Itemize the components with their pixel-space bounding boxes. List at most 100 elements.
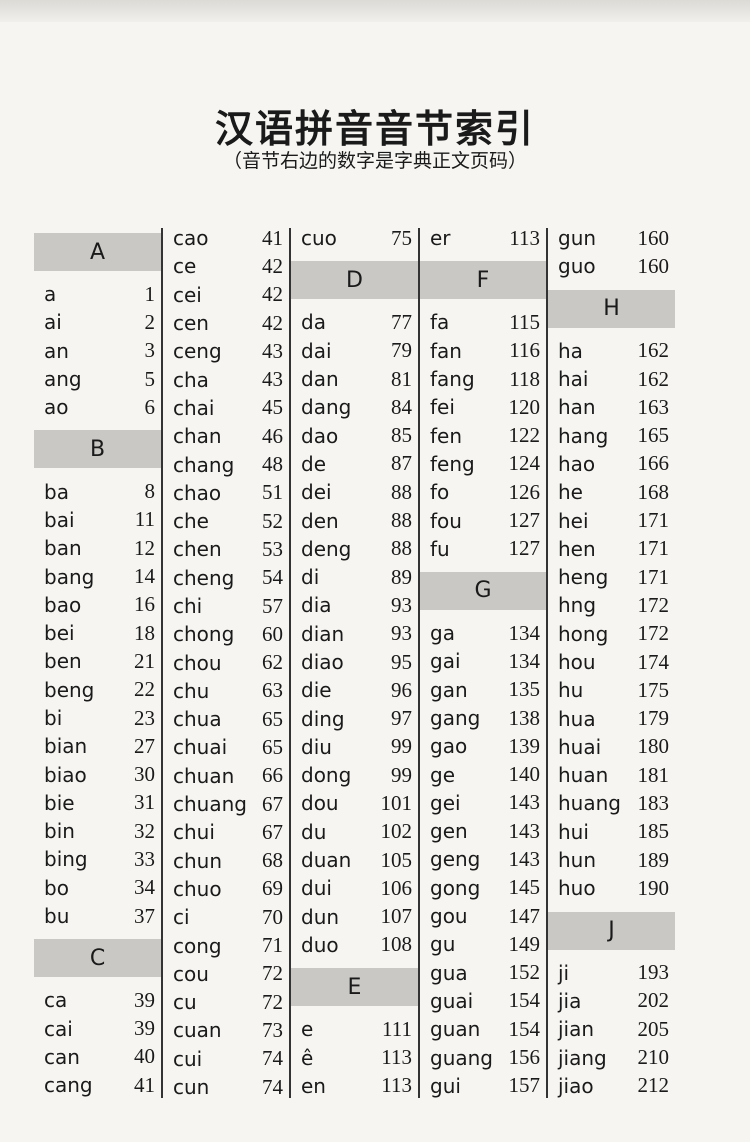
syllable-entry: hng 172	[548, 591, 675, 619]
page-number: 11	[134, 507, 155, 532]
page-number: 166	[637, 451, 670, 476]
syllable-entry: hun 189	[548, 846, 675, 874]
syllable: chen	[173, 537, 222, 562]
syllable-entry: huan 181	[548, 761, 675, 789]
page-number: 189	[637, 847, 670, 872]
syllable-entry: fan 116	[420, 337, 546, 365]
column-divider	[161, 228, 163, 1098]
page-number: 120	[508, 394, 541, 419]
page-number: 149	[508, 931, 541, 956]
syllable: can	[44, 1044, 80, 1069]
page-number: 143	[508, 818, 541, 843]
letter-header: H	[548, 289, 675, 328]
page-number: 30	[134, 762, 155, 787]
syllable-entry: fo 126	[420, 478, 546, 506]
page-number: 138	[508, 705, 541, 730]
syllable: feng	[430, 451, 475, 476]
page-number: 84	[391, 394, 412, 419]
syllable-entry: ga 134	[420, 619, 546, 647]
syllable-entry: chuang 67	[163, 790, 289, 818]
syllable: dai	[301, 338, 332, 363]
page-number: 179	[637, 706, 670, 731]
syllable: hao	[558, 451, 596, 476]
syllable-entry: dang 84	[291, 393, 418, 421]
syllable-entry: feng 124	[420, 450, 546, 478]
syllable-entry: chun 68	[163, 847, 289, 875]
syllable: cong	[173, 933, 222, 958]
syllable: fou	[430, 508, 462, 533]
syllable: chuan	[173, 763, 235, 788]
page-number: 134	[508, 620, 541, 645]
syllable-entry: ca 39	[34, 986, 161, 1014]
syllable: chu	[173, 678, 210, 703]
syllable-entry: di 89	[291, 563, 418, 591]
page-number: 185	[637, 819, 670, 844]
page-number: 2	[144, 309, 156, 334]
page-number: 12	[134, 535, 155, 560]
syllable-entry: die 96	[291, 676, 418, 704]
syllable: gua	[430, 960, 468, 985]
syllable: ben	[44, 649, 82, 674]
syllable: a	[44, 282, 57, 307]
syllable-entry: huai 180	[548, 733, 675, 761]
page-number: 65	[262, 734, 283, 759]
page-number: 115	[509, 309, 540, 334]
syllable: dui	[301, 876, 332, 901]
syllable: gui	[430, 1073, 461, 1098]
syllable-entry: ao 6	[34, 393, 161, 421]
column-divider	[546, 228, 548, 1098]
syllable-entry: chuo 69	[163, 875, 289, 903]
syllable: cang	[44, 1073, 93, 1098]
page-number: 67	[262, 819, 283, 844]
syllable-entry: da 77	[291, 308, 418, 336]
syllable: ce	[173, 254, 197, 279]
syllable: chou	[173, 650, 222, 675]
page-number: 87	[391, 451, 412, 476]
syllable-entry: bi 23	[34, 704, 161, 732]
syllable-entry: ben 21	[34, 647, 161, 675]
syllable-entry: dian 93	[291, 620, 418, 648]
syllable: bie	[44, 790, 75, 815]
syllable: hng	[558, 593, 597, 618]
syllable: bi	[44, 706, 63, 730]
letter-header: B	[34, 430, 161, 469]
page-number: 127	[508, 536, 541, 561]
page-number: 88	[391, 479, 412, 504]
syllable-entry: guo 160	[548, 252, 675, 280]
syllable-entry: huo 190	[548, 874, 675, 902]
page-number: 66	[262, 763, 283, 788]
syllable-entry: hei 171	[548, 506, 675, 534]
syllable: ci	[173, 905, 190, 930]
syllable: guai	[430, 988, 474, 1013]
page-number: 18	[134, 620, 155, 645]
page-number: 8	[144, 479, 156, 504]
syllable-entry: jia 202	[548, 987, 675, 1015]
syllable: cuo	[301, 226, 337, 251]
syllable: guan	[430, 1017, 481, 1042]
syllable-entry: chi 57	[163, 592, 289, 620]
syllable: huai	[558, 734, 602, 759]
syllable-entry: dao 85	[291, 421, 418, 449]
page-number: 154	[508, 1016, 541, 1041]
syllable: diu	[301, 734, 332, 759]
syllable-entry: hen 171	[548, 535, 675, 563]
syllable-entry: gen 143	[420, 817, 546, 845]
syllable-entry: hao 166	[548, 450, 675, 478]
syllable-entry: chou 62	[163, 648, 289, 676]
syllable-entry: ceng 43	[163, 337, 289, 365]
syllable: fu	[430, 536, 450, 561]
syllable: guang	[430, 1045, 493, 1070]
syllable: chua	[173, 707, 222, 732]
syllable-entry: beng 22	[34, 676, 161, 704]
page-number: 34	[134, 875, 155, 900]
syllable-entry: chan 46	[163, 422, 289, 450]
syllable: cheng	[173, 565, 235, 590]
page-number: 126	[508, 479, 541, 504]
page-number: 88	[391, 508, 412, 533]
syllable-entry: cang 41	[34, 1071, 161, 1099]
syllable: die	[301, 678, 332, 703]
page-number: 72	[262, 989, 283, 1014]
page-number: 31	[134, 790, 155, 815]
page-number: 205	[637, 1016, 670, 1041]
